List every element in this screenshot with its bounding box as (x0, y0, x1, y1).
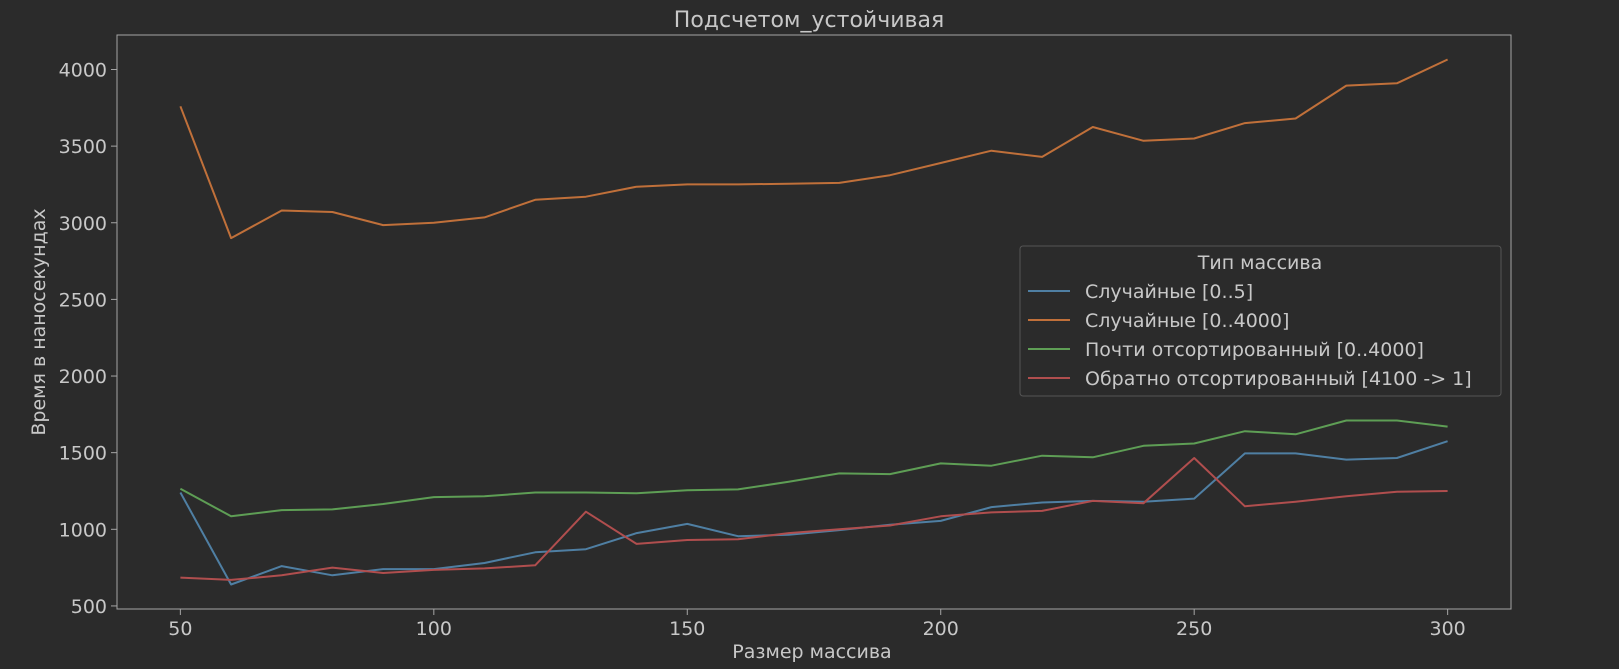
y-axis: 500 1000 1500 2000 2500 3000 3500 4000 (59, 59, 117, 618)
series-line-2 (179, 58, 1449, 240)
legend-label: Обратно отсортированный [4100 -> 1] (1085, 368, 1472, 390)
x-tick-label: 100 (416, 618, 452, 640)
y-tick-label: 2000 (59, 366, 107, 388)
y-tick-label: 500 (71, 596, 107, 618)
x-axis: 50 100 150 200 250 300 (168, 609, 1466, 640)
x-tick-label: 150 (669, 618, 705, 640)
x-tick-label: 300 (1430, 618, 1466, 640)
legend-label: Почти отсортированный [0..4000] (1085, 339, 1424, 361)
legend-box (1019, 245, 1502, 397)
y-tick-label: 2500 (59, 289, 107, 311)
y-tick-label: 3500 (59, 136, 107, 158)
series-line-1 (179, 440, 1448, 586)
y-tick-label: 4000 (59, 59, 107, 81)
legend: Тип массива Случайные [0..5]Случайные [0… (1019, 245, 1502, 397)
legend-title: Тип массива (1197, 252, 1322, 274)
x-tick-label: 200 (923, 618, 959, 640)
series-line-3 (179, 419, 1448, 518)
chart-title: Подсчетом_устойчивая (674, 8, 944, 33)
x-tick-label: 250 (1176, 618, 1212, 640)
legend-label: Случайные [0..5] (1085, 281, 1253, 303)
x-axis-label: Размер массива (732, 641, 891, 663)
y-axis-label: Время в наносекундах (28, 208, 50, 435)
x-tick-label: 50 (168, 618, 192, 640)
plot-area-frame (116, 34, 1512, 610)
y-tick-label: 1000 (59, 519, 107, 541)
y-tick-label: 1500 (59, 443, 107, 465)
y-tick-label: 3000 (59, 213, 107, 235)
series-lines (179, 58, 1449, 586)
legend-label: Случайные [0..4000] (1085, 310, 1289, 332)
legend-items: Случайные [0..5] Случайные [0..4000] Почти… (1028, 281, 1472, 390)
series-line-4 (180, 457, 1448, 581)
